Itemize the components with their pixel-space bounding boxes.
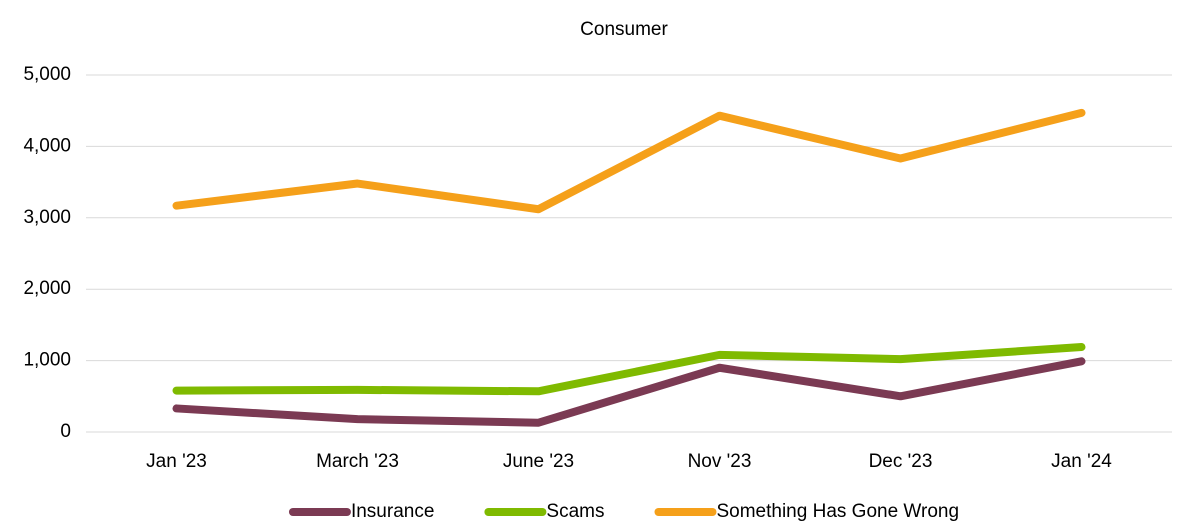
y-tick-label: 3,000 xyxy=(23,207,71,228)
x-tick-label: March '23 xyxy=(316,451,399,472)
legend-label: Insurance xyxy=(351,501,434,522)
y-tick-label: 0 xyxy=(60,421,71,442)
legend-label: Something Has Gone Wrong xyxy=(716,501,959,522)
legend-label: Scams xyxy=(546,501,604,522)
x-tick-label: Nov '23 xyxy=(688,451,752,472)
series-line xyxy=(172,357,1086,427)
y-tick-label: 4,000 xyxy=(23,135,71,156)
x-tick-label: Jan '23 xyxy=(146,451,207,472)
y-tick-label: 5,000 xyxy=(23,64,71,85)
x-tick-label: June '23 xyxy=(503,451,574,472)
series-line xyxy=(172,343,1086,396)
y-tick-label: 1,000 xyxy=(23,350,71,371)
chart-title: Consumer xyxy=(580,19,668,40)
y-tick-label: 2,000 xyxy=(23,278,71,299)
x-tick-label: Jan '24 xyxy=(1051,451,1112,472)
series-line xyxy=(172,108,1086,214)
x-tick-label: Dec '23 xyxy=(869,451,933,472)
